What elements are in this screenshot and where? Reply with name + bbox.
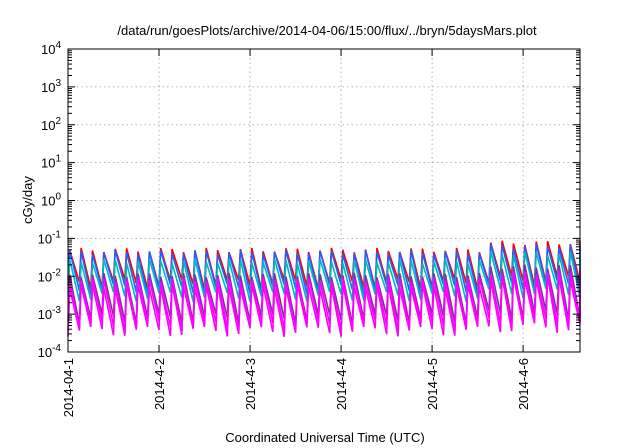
y-axis-label: cGy/day (20, 176, 35, 224)
y-tick-label: 101 (41, 154, 61, 171)
y-tick-label: 10-4 (38, 343, 62, 360)
x-tick-label: 2014-4-3 (243, 358, 258, 410)
y-tick-label: 10-3 (38, 305, 62, 322)
y-tick-label: 10-1 (38, 229, 62, 246)
y-tick-label: 103 (41, 78, 61, 95)
x-tick-label: 2014-4-5 (425, 358, 440, 410)
x-tick-label: 2014-4-2 (152, 358, 167, 410)
y-axis: 10-4 10-3 10-2 10-1 100 101 102 103 104 (38, 40, 580, 360)
series-line (67, 276, 581, 337)
chart-title: /data/run/goesPlots/archive/2014-04-06/1… (117, 23, 537, 38)
series-group (67, 240, 581, 337)
series-line (67, 251, 581, 303)
x-axis: 2014-04-1 2014-4-2 2014-4-3 2014-4-4 2014-4-… (61, 49, 531, 417)
y-tick-label: 100 (41, 192, 61, 209)
y-tick-label: 10-2 (38, 267, 62, 284)
x-axis-label: Coordinated Universal Time (UTC) (225, 430, 424, 445)
y-tick-label: 102 (41, 116, 61, 133)
x-tick-label: 2014-4-6 (516, 358, 531, 410)
x-tick-label: 2014-4-4 (334, 358, 349, 410)
x-tick-label: 2014-04-1 (61, 358, 76, 417)
y-tick-label: 104 (41, 40, 61, 57)
